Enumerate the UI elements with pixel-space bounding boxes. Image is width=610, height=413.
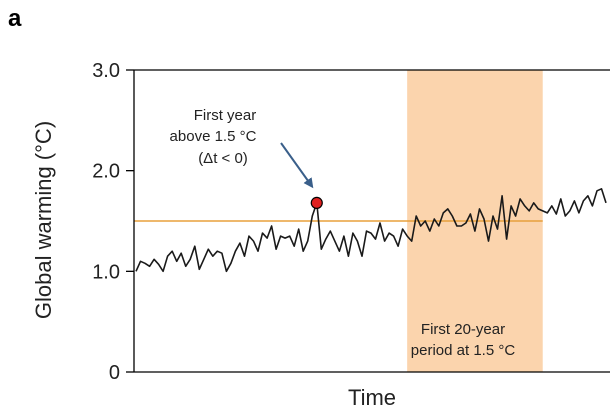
x-axis-label: Time	[348, 385, 396, 410]
y-ticks: 0 1.0 2.0 3.0	[92, 60, 134, 384]
y-tick-label: 2.0	[92, 161, 120, 183]
y-axis-label: Global warming (°C)	[31, 121, 56, 319]
y-tick-label: 0	[109, 362, 120, 384]
y-tick-label: 1.0	[92, 261, 120, 283]
period-label-line1: First 20-year	[421, 321, 505, 338]
first-year-point	[310, 196, 323, 209]
annotation-line1: First year	[194, 107, 257, 124]
series-line	[135, 188, 607, 273]
annotation-line3: (Δt < 0)	[198, 150, 248, 167]
period-label-line2: period at 1.5 °C	[411, 342, 516, 359]
panel-label: a	[8, 5, 22, 32]
y-tick-label: 3.0	[92, 60, 120, 82]
annotation-line2: above 1.5 °C	[170, 128, 257, 145]
annotation-arrow	[280, 142, 314, 189]
